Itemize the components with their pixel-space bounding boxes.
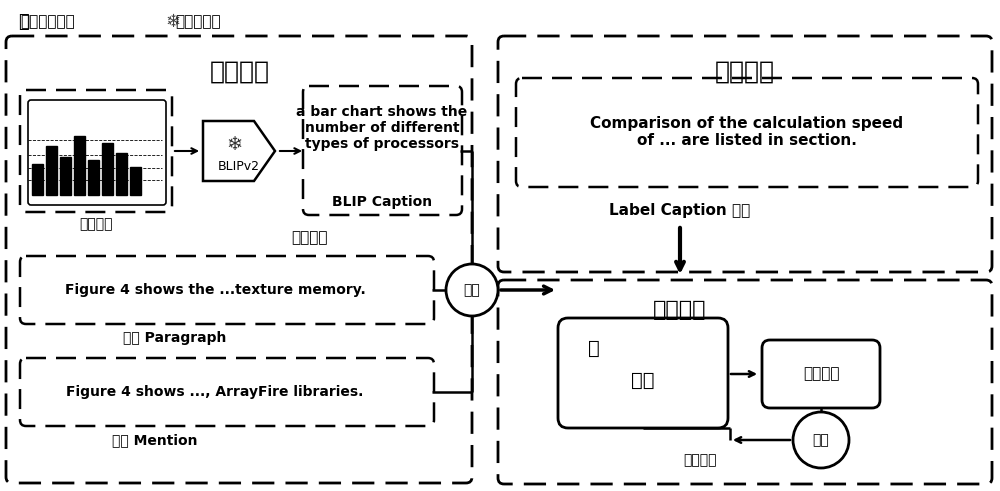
Text: Label Caption 标签: Label Caption 标签 [609, 202, 751, 218]
Bar [74, 136, 85, 195]
Bar [88, 160, 99, 195]
Polygon shape [203, 121, 275, 181]
Text: 🔥: 🔥 [18, 13, 29, 31]
Text: 🔥: 🔥 [588, 338, 600, 357]
Circle shape [446, 264, 498, 316]
Text: 句子 Mention: 句子 Mention [112, 433, 198, 447]
FancyBboxPatch shape [762, 340, 880, 408]
FancyBboxPatch shape [20, 90, 172, 212]
FancyBboxPatch shape [20, 256, 434, 324]
Text: 冻结的参数: 冻结的参数 [175, 15, 221, 29]
Text: 计算: 计算 [813, 433, 829, 447]
Bar [32, 164, 43, 195]
Text: 拼接: 拼接 [464, 283, 480, 297]
Text: a bar chart shows the
number of different
types of processors: a bar chart shows the number of differen… [296, 105, 468, 151]
Text: 论文图表: 论文图表 [79, 217, 113, 231]
FancyBboxPatch shape [498, 36, 992, 272]
Text: ❄: ❄ [165, 13, 180, 31]
Bar [102, 143, 113, 195]
Text: 模型训练: 模型训练 [653, 300, 707, 320]
Text: Figure 4 shows ..., ArrayFire libraries.: Figure 4 shows ..., ArrayFire libraries. [66, 385, 364, 399]
Text: 可训练的参数: 可训练的参数 [21, 15, 75, 29]
FancyBboxPatch shape [303, 86, 462, 215]
Text: BLIP Caption: BLIP Caption [332, 195, 432, 209]
Text: 损失函数: 损失函数 [803, 366, 839, 382]
Text: Comparison of the calculation speed
of ... are listed in section.: Comparison of the calculation speed of .… [590, 116, 904, 148]
FancyBboxPatch shape [558, 318, 728, 428]
Circle shape [793, 412, 849, 468]
Text: 文本描述: 文本描述 [292, 230, 328, 246]
Bar [130, 167, 141, 195]
Bar [46, 146, 57, 195]
Text: 反向传播: 反向传播 [683, 453, 717, 467]
Bar [60, 157, 71, 195]
FancyBboxPatch shape [20, 358, 434, 426]
Text: 获取输入: 获取输入 [210, 60, 270, 84]
Text: 模型: 模型 [631, 371, 655, 389]
Text: ❄: ❄ [227, 136, 243, 155]
Text: BLIPv2: BLIPv2 [218, 160, 260, 172]
FancyBboxPatch shape [6, 36, 472, 483]
Bar [116, 153, 127, 195]
Text: 获取标签: 获取标签 [715, 60, 775, 84]
Text: 段落 Paragraph: 段落 Paragraph [123, 331, 227, 345]
FancyBboxPatch shape [498, 280, 992, 484]
Text: Figure 4 shows the ...texture memory.: Figure 4 shows the ...texture memory. [65, 283, 365, 297]
FancyBboxPatch shape [28, 100, 166, 205]
FancyBboxPatch shape [516, 78, 978, 187]
